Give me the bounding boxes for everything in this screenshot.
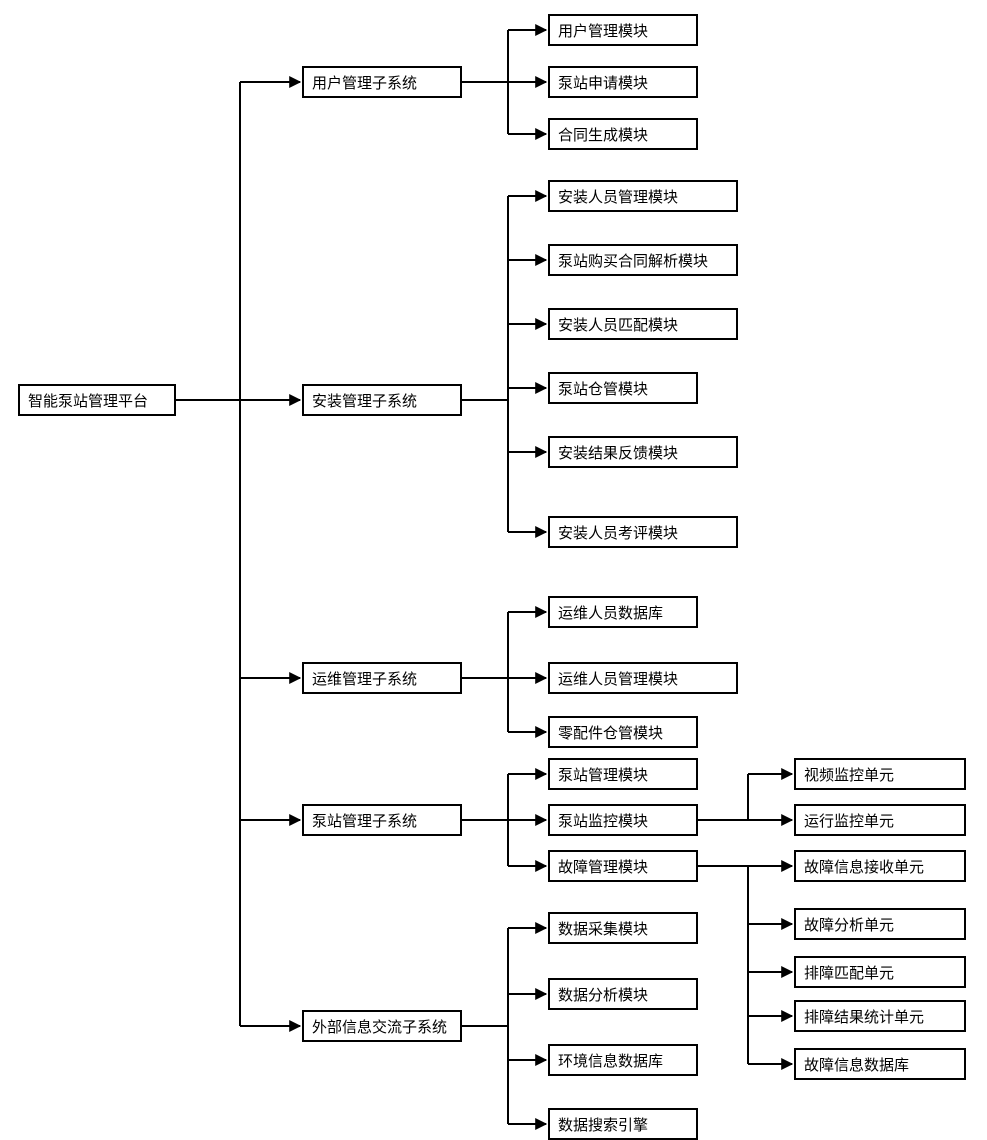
tree-node-m5d: 数据搜索引擎 [548, 1108, 698, 1140]
tree-node-m2f: 安装人员考评模块 [548, 516, 738, 548]
tree-node-label: 视频监控单元 [804, 764, 894, 785]
tree-node-label: 故障管理模块 [558, 856, 648, 877]
org-tree-diagram: 智能泵站管理平台 用户管理子系统安装管理子系统运维管理子系统泵站管理子系统外部信息… [0, 0, 987, 1137]
tree-node-label: 泵站购买合同解析模块 [558, 250, 708, 271]
tree-node-label: 数据采集模块 [558, 918, 648, 939]
tree-node-s3: 运维管理子系统 [302, 662, 462, 694]
tree-node-m1a: 用户管理模块 [548, 14, 698, 46]
tree-node-m2a: 安装人员管理模块 [548, 180, 738, 212]
tree-node-u5: 排障匹配单元 [794, 956, 966, 988]
tree-node-m5b: 数据分析模块 [548, 978, 698, 1010]
tree-node-label: 数据搜索引擎 [558, 1114, 648, 1135]
tree-node-m4a: 泵站管理模块 [548, 758, 698, 790]
tree-node-label: 环境信息数据库 [558, 1050, 663, 1071]
tree-node-label: 运行监控单元 [804, 810, 894, 831]
tree-node-m3a: 运维人员数据库 [548, 596, 698, 628]
tree-node-m2e: 安装结果反馈模块 [548, 436, 738, 468]
tree-node-m2c: 安装人员匹配模块 [548, 308, 738, 340]
tree-node-label: 安装人员考评模块 [558, 522, 678, 543]
tree-node-m4c: 故障管理模块 [548, 850, 698, 882]
tree-node-label: 排障匹配单元 [804, 962, 894, 983]
tree-node-m5c: 环境信息数据库 [548, 1044, 698, 1076]
tree-node-m1b: 泵站申请模块 [548, 66, 698, 98]
tree-node-m4b: 泵站监控模块 [548, 804, 698, 836]
tree-node-m3b: 运维人员管理模块 [548, 662, 738, 694]
tree-node-label: 排障结果统计单元 [804, 1006, 924, 1027]
tree-node-m2b: 泵站购买合同解析模块 [548, 244, 738, 276]
tree-node-label: 外部信息交流子系统 [312, 1016, 447, 1037]
tree-node-u2: 运行监控单元 [794, 804, 966, 836]
tree-node-label: 安装管理子系统 [312, 390, 417, 411]
tree-node-label: 智能泵站管理平台 [28, 390, 148, 411]
tree-node-s4: 泵站管理子系统 [302, 804, 462, 836]
tree-node-label: 运维人员数据库 [558, 602, 663, 623]
tree-node-label: 用户管理子系统 [312, 72, 417, 93]
tree-node-label: 安装人员匹配模块 [558, 314, 678, 335]
tree-node-s5: 外部信息交流子系统 [302, 1010, 462, 1042]
tree-node-label: 合同生成模块 [558, 124, 648, 145]
tree-node-label: 故障分析单元 [804, 914, 894, 935]
tree-node-label: 故障信息数据库 [804, 1054, 909, 1075]
tree-node-label: 安装结果反馈模块 [558, 442, 678, 463]
tree-node-label: 零配件仓管模块 [558, 722, 663, 743]
tree-node-m3c: 零配件仓管模块 [548, 716, 698, 748]
tree-node-label: 安装人员管理模块 [558, 186, 678, 207]
tree-node-label: 运维人员管理模块 [558, 668, 678, 689]
tree-node-label: 泵站监控模块 [558, 810, 648, 831]
tree-node-u4: 故障分析单元 [794, 908, 966, 940]
tree-node-label: 数据分析模块 [558, 984, 648, 1005]
tree-node-label: 泵站仓管模块 [558, 378, 648, 399]
tree-node-s2: 安装管理子系统 [302, 384, 462, 416]
tree-node-label: 泵站管理子系统 [312, 810, 417, 831]
tree-node-s1: 用户管理子系统 [302, 66, 462, 98]
tree-node-label: 泵站管理模块 [558, 764, 648, 785]
tree-node-label: 用户管理模块 [558, 20, 648, 41]
tree-node-label: 故障信息接收单元 [804, 856, 924, 877]
tree-node-root: 智能泵站管理平台 [18, 384, 176, 416]
tree-node-label: 运维管理子系统 [312, 668, 417, 689]
tree-node-u1: 视频监控单元 [794, 758, 966, 790]
tree-node-u6: 排障结果统计单元 [794, 1000, 966, 1032]
tree-node-m2d: 泵站仓管模块 [548, 372, 698, 404]
tree-node-label: 泵站申请模块 [558, 72, 648, 93]
tree-node-m1c: 合同生成模块 [548, 118, 698, 150]
tree-node-u3: 故障信息接收单元 [794, 850, 966, 882]
tree-node-u7: 故障信息数据库 [794, 1048, 966, 1080]
tree-node-m5a: 数据采集模块 [548, 912, 698, 944]
